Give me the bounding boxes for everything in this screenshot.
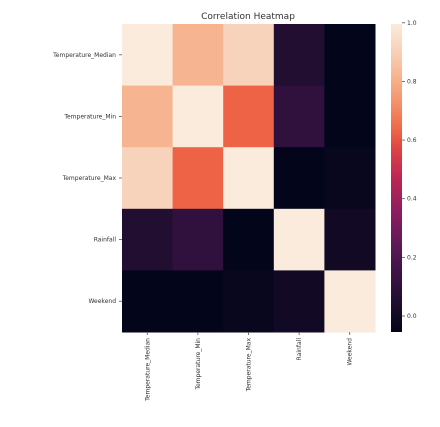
row-label: Temperature_Median (52, 52, 116, 59)
colorbar-tick-label: 0.8 (407, 78, 417, 85)
heatmap-cell-r3-c0 (122, 208, 174, 271)
row-label: Temperature_Max (62, 175, 117, 182)
heatmap-cell-r4-c4 (324, 270, 376, 333)
column-label: Weekend (347, 338, 354, 366)
heatmap-cell-r1-c1 (172, 85, 224, 148)
colorbar (391, 24, 402, 332)
heatmap-cells (122, 24, 376, 333)
colorbar-tick-label: 0.6 (407, 137, 417, 144)
heatmap-cell-r4-c0 (122, 270, 174, 333)
heatmap-cell-r1-c2 (223, 85, 275, 148)
colorbar-ticks: 0.0 0.2 0.4 0.6 0.8 1.0 (402, 20, 417, 320)
heatmap-cell-r4-c2 (223, 270, 275, 333)
heatmap-cell-r2-c3 (273, 147, 325, 210)
heatmap-cell-r2-c1 (172, 147, 224, 210)
column-label: Temperature_Median (144, 338, 151, 402)
heatmap-cell-r3-c2 (223, 208, 275, 271)
heatmap-cell-r2-c2 (223, 147, 275, 210)
column-label: Temperature_Min (195, 338, 202, 391)
heatmap-cell-r0-c4 (324, 24, 376, 87)
column-labels: Temperature_Median Temperature_Min Tempera… (144, 332, 354, 402)
row-label: Weekend (88, 298, 116, 305)
heatmap-cell-r3-c3 (273, 208, 325, 271)
column-label: Rainfall (296, 338, 303, 361)
heatmap-cell-r1-c3 (273, 85, 325, 148)
heatmap-cell-r4-c1 (172, 270, 224, 333)
heatmap-cell-r2-c4 (324, 147, 376, 210)
row-label: Temperature_Min (63, 113, 116, 120)
heatmap-cell-r0-c3 (273, 24, 325, 87)
row-label: Rainfall (94, 237, 117, 244)
heatmap-cell-r0-c0 (122, 24, 174, 87)
chart-title: Correlation Heatmap (201, 12, 295, 22)
row-labels: Temperature_Median Temperature_Min Tempera… (52, 52, 122, 305)
heatmap-cell-r1-c0 (122, 85, 174, 148)
colorbar-tick-label: 0.2 (407, 254, 417, 261)
heatmap-cell-r0-c2 (223, 24, 275, 87)
heatmap-cell-r3-c1 (172, 208, 224, 271)
colorbar-tick-label: 0.4 (407, 196, 417, 203)
colorbar-tick-label: 0.0 (407, 313, 417, 320)
heatmap-cell-r0-c1 (172, 24, 224, 87)
heatmap-cell-r4-c3 (273, 270, 325, 333)
heatmap-cell-r1-c4 (324, 85, 376, 148)
column-label: Temperature_Max (246, 338, 253, 393)
heatmap-cell-r2-c0 (122, 147, 174, 210)
heatmap-cell-r3-c4 (324, 208, 376, 271)
colorbar-tick-label: 1.0 (407, 20, 417, 27)
